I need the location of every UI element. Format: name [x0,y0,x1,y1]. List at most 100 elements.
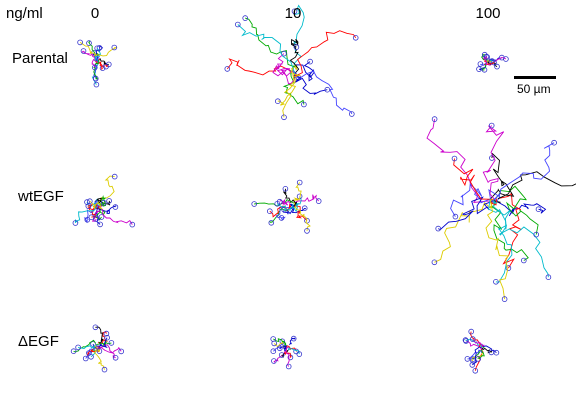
cell-track [294,205,311,231]
cell-track [89,200,103,210]
track-endpoint-marker [533,231,539,238]
track-endpoint-marker [266,208,273,215]
track-panel-delta-egf-100 [462,328,500,374]
cell-track [95,326,104,344]
track-endpoint-marker [477,61,484,67]
track-endpoint-marker [469,362,476,368]
track-endpoint-marker [80,48,87,54]
track-endpoint-marker [304,228,310,234]
cell-track [293,196,302,213]
cell-track [287,347,300,355]
track-panel-delta-egf-0 [70,324,124,373]
track-endpoint-marker [112,354,119,361]
track-endpoint-marker [77,39,83,46]
track-endpoint-marker [501,296,508,302]
track-endpoint-marker [87,198,93,205]
cell-track [88,40,99,57]
cell-track [292,30,357,77]
cell-track [472,338,485,347]
track-endpoint-marker [92,64,98,71]
cell-track [93,47,118,57]
track-endpoint-marker [270,348,277,355]
track-endpoint-marker [476,66,482,72]
cell-track [279,198,291,206]
cell-track [470,331,481,348]
cell-track [281,349,289,358]
cell-track [94,345,100,353]
concentration-units: ng/ml [6,5,43,22]
track-endpoint-marker [274,201,281,207]
track-endpoint-marker [112,204,119,210]
cell-track [477,350,485,360]
cell-track [493,199,549,278]
cell-track [93,59,99,80]
track-endpoint-marker [101,366,108,373]
track-endpoint-marker [315,198,322,204]
track-endpoint-marker [111,44,118,51]
track-endpoint-marker [75,344,81,351]
track-endpoint-marker [520,257,527,264]
track-endpoint-marker [451,155,458,162]
track-endpoint-marker [491,59,497,66]
cell-track [426,119,495,203]
track-endpoint-marker [281,207,288,213]
track-endpoint-marker [435,225,442,232]
cell-track [226,58,291,76]
track-endpoint-marker [505,265,512,271]
cell-track [269,204,292,218]
track-endpoint-marker [82,355,89,362]
cell-track [485,198,510,300]
track-endpoint-marker [276,345,283,352]
cell-track [434,200,494,263]
cell-track [98,205,133,225]
track-endpoint-marker [235,21,241,28]
cell-track [99,58,109,66]
track-endpoint-marker [72,220,79,226]
track-panel-wtegf-100 [426,116,576,302]
track-endpoint-marker [268,220,275,226]
cell-track [472,346,482,366]
track-endpoint-marker [86,350,92,356]
track-endpoint-marker [291,8,298,15]
track-endpoint-marker [290,335,297,342]
track-endpoint-marker [301,101,307,108]
track-endpoint-marker [96,44,103,51]
track-endpoint-marker [92,75,99,82]
row-label-wtegf: wtEGF [18,188,64,205]
cell-track [293,182,302,208]
track-endpoint-marker [324,86,331,93]
cell-track [450,183,501,217]
row-label-parental: Parental [12,50,68,67]
track-endpoint-marker [352,34,359,41]
cell-track [95,205,117,214]
cell-track [83,199,99,224]
track-endpoint-marker [224,66,231,72]
track-endpoint-marker [301,205,308,212]
track-endpoint-marker [278,215,285,221]
cell-track [94,337,108,350]
track-endpoint-marker [503,56,509,62]
track-endpoint-marker [545,274,552,281]
track-endpoint-marker [470,357,476,364]
track-endpoint-marker [296,351,303,357]
track-endpoint-marker [104,334,110,341]
row-label-delta-egf: ΔEGF [18,333,59,350]
track-endpoint-marker [285,363,292,370]
track-endpoint-marker [100,199,107,206]
track-endpoint-marker [84,217,91,223]
track-endpoint-marker [251,201,258,207]
cell-track [276,203,295,212]
track-endpoint-marker [99,65,106,71]
cell-track [87,203,98,211]
track-endpoint-marker [98,214,105,220]
track-panel-parental-100 [476,51,509,73]
cell-track [96,345,122,354]
column-header-10: 10 [284,5,302,22]
scale-bar [514,76,556,79]
cell-track [77,345,96,349]
track-endpoint-marker [111,173,118,180]
track-endpoint-marker [108,340,115,346]
column-header-100: 100 [475,5,501,22]
cell-track [283,188,298,207]
cell-track [488,198,513,283]
